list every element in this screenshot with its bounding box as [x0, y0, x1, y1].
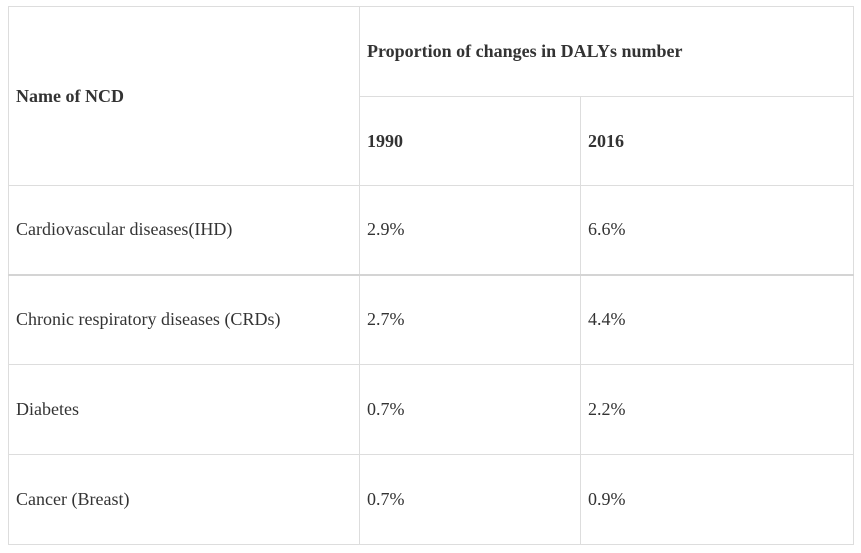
value-2016-cell: 2.2% [579, 364, 855, 455]
value-2016-cell: 0.9% [579, 454, 855, 545]
value-1990-cell: 2.7% [359, 273, 581, 365]
value-1990-cell: 2.9% [359, 185, 581, 275]
ncd-name-cell: Diabetes [8, 364, 360, 455]
ncd-dalys-table: Name of NCD Proportion of changes in DAL… [8, 6, 855, 545]
ncd-name-cell: Cardiovascular diseases(IHD) [8, 185, 360, 275]
ncd-name-cell: Chronic respiratory diseases (CRDs) [8, 273, 360, 365]
value-1990-cell: 0.7% [359, 364, 581, 455]
table-row: Cancer (Breast) 0.7% 0.9% [8, 454, 855, 545]
header-year-2016: 2016 [579, 96, 855, 186]
header-row-top: Name of NCD Proportion of changes in DAL… [8, 6, 855, 186]
header-year-1990: 1990 [359, 96, 581, 186]
value-1990-cell: 0.7% [359, 454, 581, 545]
table-row: Cardiovascular diseases(IHD) 2.9% 6.6% [8, 185, 855, 275]
ncd-name-cell: Cancer (Breast) [8, 454, 360, 545]
header-name-of-ncd: Name of NCD [8, 6, 360, 186]
header-row-years: 1990 2016 [9, 96, 855, 186]
header-proportion-group: Proportion of changes in DALYs number [358, 6, 855, 97]
value-2016-cell: 4.4% [579, 273, 855, 365]
table-row: Diabetes 0.7% 2.2% [8, 364, 855, 455]
value-2016-cell: 6.6% [579, 185, 855, 275]
table-row: Chronic respiratory diseases (CRDs) 2.7%… [8, 273, 855, 365]
